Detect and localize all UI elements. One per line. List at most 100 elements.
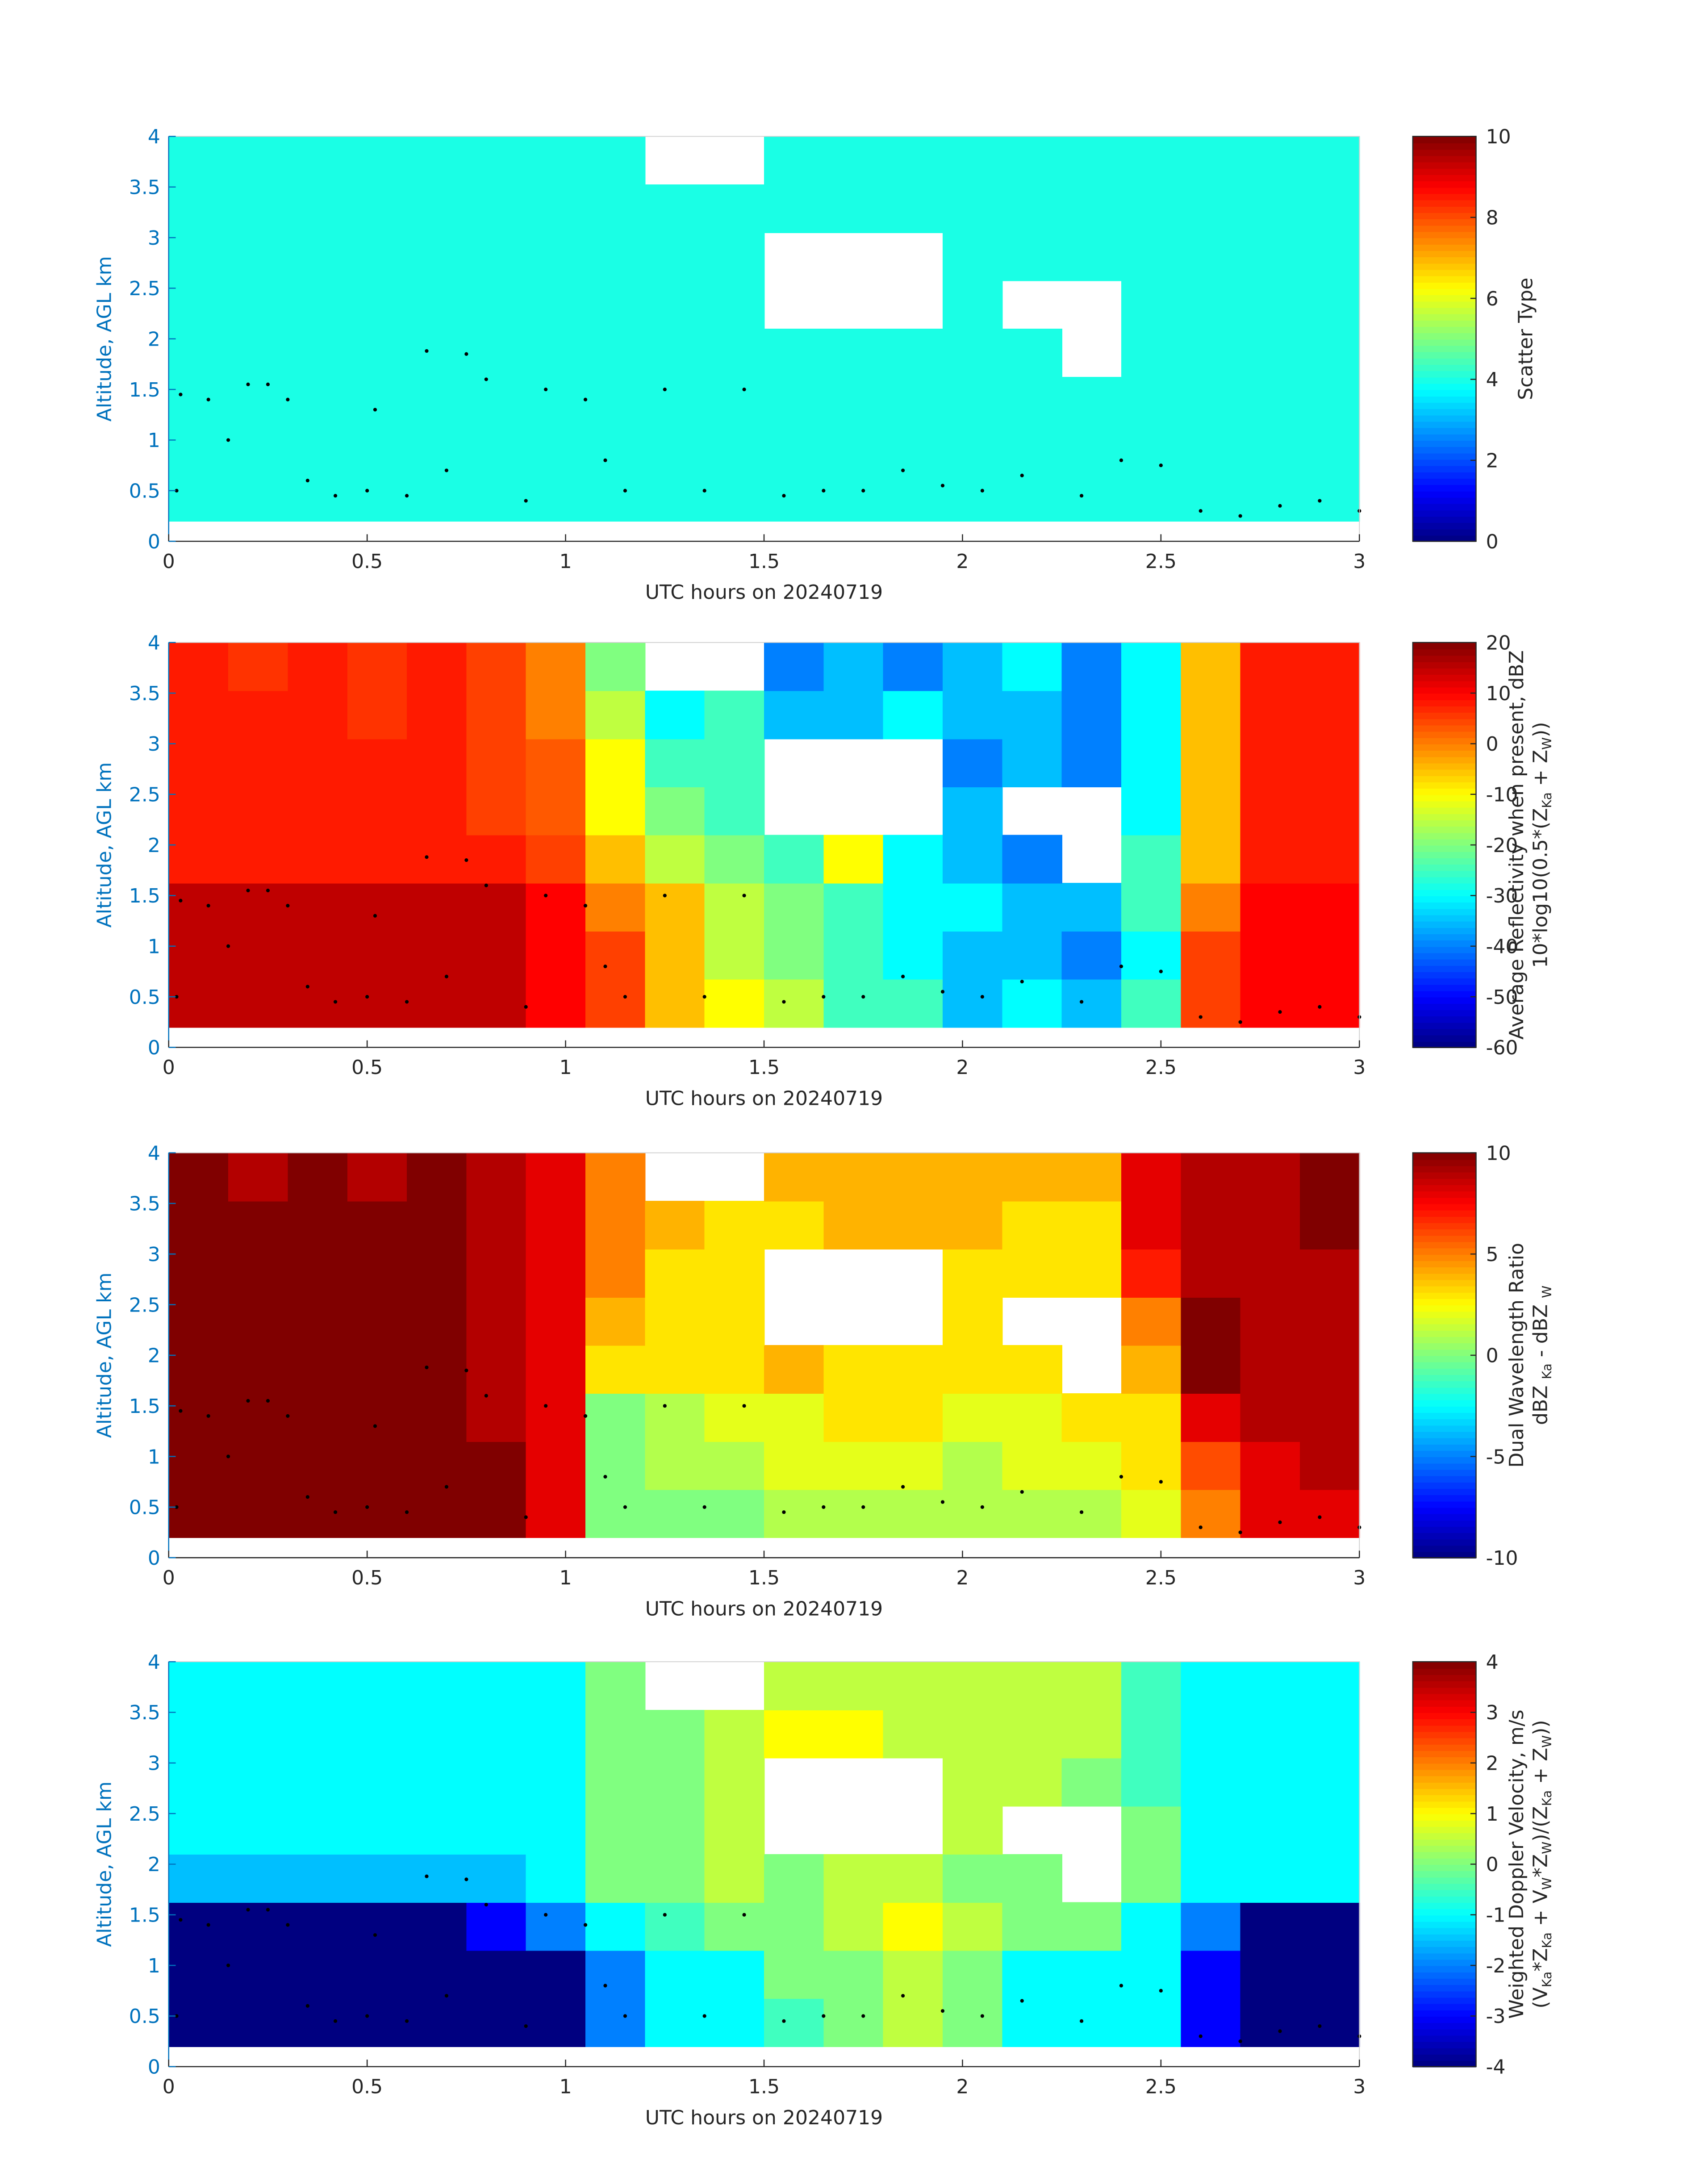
heatmap-cell <box>1121 1297 1182 1346</box>
heatmap-cell <box>645 883 705 932</box>
scatter-point <box>901 974 905 978</box>
colorbar-tick-label: 0 <box>1486 1853 1499 1876</box>
heatmap-cell <box>645 1489 705 1538</box>
heatmap-cell <box>347 1758 408 1807</box>
heatmap-cell <box>1299 931 1360 980</box>
colorbar-swatch <box>1412 851 1476 858</box>
scatter-point <box>206 903 210 908</box>
heatmap-cell <box>288 473 348 522</box>
heatmap-cell <box>823 136 884 185</box>
colorbar-tick-label: -50 <box>1486 986 1518 1009</box>
heatmap-cell <box>288 642 348 691</box>
heatmap-cell <box>288 1758 348 1807</box>
heatmap-cell <box>1121 1758 1182 1807</box>
scatter-point <box>901 468 905 472</box>
heatmap-cell <box>288 1950 348 1999</box>
y-tick-label: 0.5 <box>129 986 160 1009</box>
heatmap-cell <box>1240 329 1301 378</box>
y-tick-label: 2 <box>148 1853 160 1876</box>
panel: 0 0.5 1 1.5 2 2.5 3 0 0.5 1 1.5 2 2.5 3 3.5 4 UTC hours … <box>93 125 1537 604</box>
heatmap-cell <box>347 376 408 426</box>
heatmap-cell <box>1121 1662 1182 1711</box>
heatmap-cell <box>228 1249 288 1298</box>
scatter-point <box>226 944 230 948</box>
colorbar-swatch <box>1412 807 1476 814</box>
heatmap-cell <box>168 786 229 836</box>
heatmap-cell <box>1002 690 1062 740</box>
scatter-point <box>980 994 984 999</box>
colorbar-tick-label: -60 <box>1486 1036 1518 1059</box>
heatmap-cell <box>883 1854 944 1903</box>
scatter-point <box>1238 2039 1242 2043</box>
heatmap-cell <box>466 1662 526 1711</box>
heatmap-cell <box>1061 1998 1122 2047</box>
heatmap-cell <box>168 1201 229 1250</box>
panel: 0 0.5 1 1.5 2 2.5 3 0 0.5 1 1.5 2 2.5 3 3.5 4 UTC hours … <box>93 1142 1554 1620</box>
heatmap-cell <box>942 1758 1003 1807</box>
heatmap-cell <box>1002 425 1062 474</box>
x-tick-label: 0 <box>163 1056 175 1079</box>
heatmap-cell <box>883 1998 944 2047</box>
colorbar-swatch <box>1412 724 1476 732</box>
colorbar-swatch <box>1412 1934 1476 1941</box>
colorbar-swatch <box>1412 1801 1476 1808</box>
heatmap-cell <box>823 690 884 740</box>
y-tick-label: 1 <box>148 429 160 452</box>
x-tick-label: 1.5 <box>748 2076 780 2098</box>
heatmap-cell <box>228 1806 288 1855</box>
colorbar-swatch <box>1412 908 1476 915</box>
x-tick-label: 0 <box>163 2076 175 2098</box>
heatmap-cell <box>1299 1854 1360 1903</box>
heatmap-cell <box>942 136 1003 185</box>
scatter-point <box>266 888 270 893</box>
colorbar-swatch <box>1412 997 1476 1004</box>
colorbar-swatch <box>1412 674 1476 681</box>
y-tick-label: 4 <box>148 1142 160 1165</box>
heatmap-cell <box>585 739 646 788</box>
colorbar-swatch <box>1412 1984 1476 1992</box>
heatmap-cell <box>168 642 229 691</box>
scatter-point <box>1199 1015 1203 1019</box>
heatmap-cell <box>1240 1758 1301 1807</box>
scatter-point <box>742 387 746 392</box>
scatter-point <box>484 1903 488 1907</box>
colorbar-swatch <box>1412 1324 1476 1331</box>
scatter-point <box>702 1505 706 1509</box>
colorbar-tick-label: 1 <box>1486 1803 1499 1826</box>
heatmap-cell <box>883 1709 944 1759</box>
colorbar-swatch <box>1412 1826 1476 1834</box>
heatmap-cell <box>942 280 1003 330</box>
scatter-point <box>286 1923 290 1927</box>
x-axis-label: UTC hours on 20240719 <box>645 581 883 604</box>
heatmap-cell <box>883 883 944 932</box>
heatmap-cell <box>288 376 348 426</box>
heatmap-cell <box>823 473 884 522</box>
heatmap-cell <box>1181 1662 1241 1711</box>
y-tick-label: 1.5 <box>129 1395 160 1418</box>
heatmap-cell <box>942 1662 1003 1711</box>
colorbar-swatch <box>1412 1940 1476 1947</box>
heatmap-cell <box>883 1153 944 1202</box>
heatmap-cell <box>645 1297 705 1346</box>
heatmap-cell <box>645 1249 705 1298</box>
colorbar-swatch <box>1412 668 1476 675</box>
heatmap-cell <box>823 1902 884 1951</box>
heatmap-cell <box>1061 642 1122 691</box>
heatmap-cell <box>942 1153 1003 1202</box>
colorbar-swatch <box>1412 452 1476 460</box>
heatmap-cell <box>228 1854 288 1903</box>
heatmap-cell <box>704 835 765 884</box>
heatmap-cell <box>942 473 1003 522</box>
heatmap-cell <box>1121 184 1182 234</box>
heatmap-cell <box>466 1489 526 1538</box>
heatmap-cell <box>645 1709 705 1759</box>
heatmap-cell <box>168 835 229 884</box>
colorbar-swatch <box>1412 1203 1476 1211</box>
scatter-point <box>822 2014 826 2018</box>
colorbar-swatch <box>1412 1216 1476 1223</box>
scatter-point <box>425 1365 429 1370</box>
heatmap-cell <box>1299 1345 1360 1394</box>
heatmap-cell <box>466 1393 526 1442</box>
heatmap-cell <box>1181 329 1241 378</box>
heatmap-cell <box>1002 1345 1062 1394</box>
